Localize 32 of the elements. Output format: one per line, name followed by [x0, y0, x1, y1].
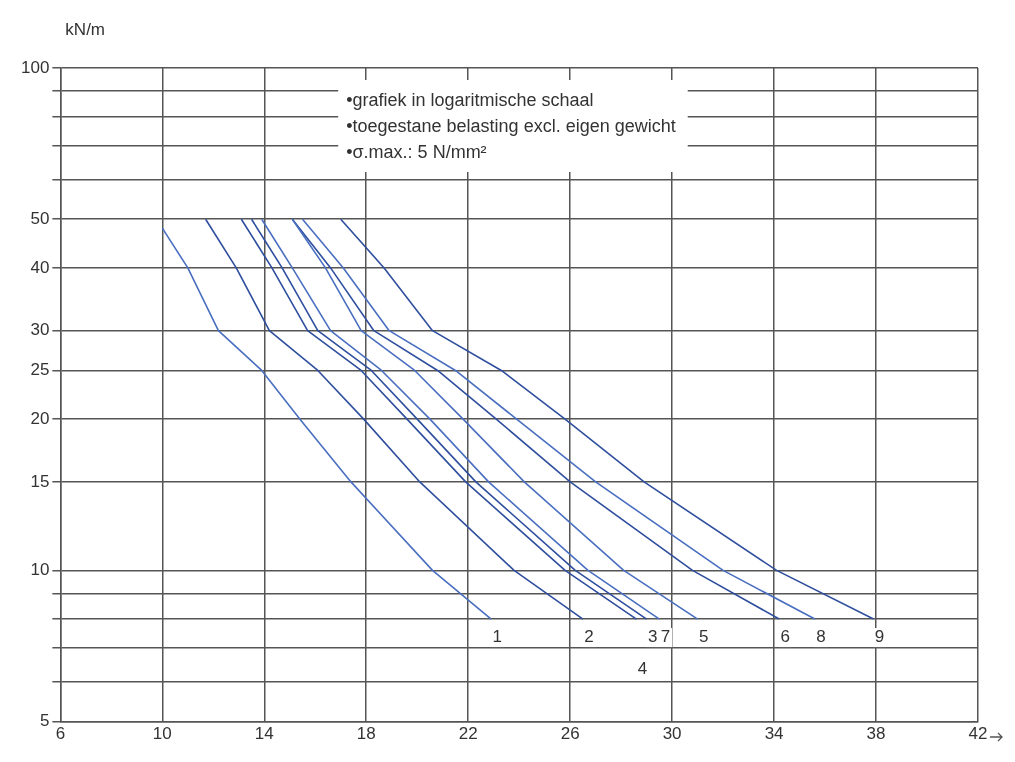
series-label: 7	[660, 627, 671, 647]
x-tick-label: 38	[866, 724, 886, 744]
x-tick-label: 14	[254, 724, 274, 744]
y-tick-label: 40	[30, 257, 50, 277]
y-tick-label: 100	[20, 57, 50, 77]
x-tick-label: 18	[356, 724, 376, 744]
series-label: 5	[698, 627, 709, 647]
series-label: 1	[492, 627, 502, 647]
y-tick-label: 15	[30, 471, 50, 491]
text: 4	[637, 659, 648, 679]
x-tick-label: 10	[152, 724, 172, 744]
x-tick-label: 34	[764, 724, 784, 744]
series-label: 3	[647, 627, 658, 647]
x-tick-label: 30	[662, 724, 682, 744]
y-tick-label: 20	[30, 408, 50, 428]
y-tick-label: 50	[30, 208, 50, 228]
x-tick-label: 22	[458, 724, 478, 744]
series-label: 6	[780, 627, 790, 647]
x-tick-label: 42	[968, 724, 988, 744]
y-tick-label: 10	[30, 560, 50, 580]
annotation: •grafiek in logaritmische schaal	[346, 89, 594, 110]
y-tick-label: 5	[39, 711, 50, 731]
y-axis-title: kN/m	[65, 19, 106, 39]
y-tick-label: 25	[30, 360, 50, 380]
annotation: •toegestane belasting excl. eigen gewicht	[346, 115, 676, 136]
annotation: •σ.max.: 5 N/mm²	[346, 141, 487, 162]
x-tick-label: 26	[560, 724, 580, 744]
series-label: 2	[584, 627, 594, 647]
series-label: 8	[816, 627, 826, 647]
series-label: 9	[874, 627, 885, 647]
y-tick-label: 30	[30, 320, 50, 340]
x-tick-label: 6	[55, 724, 66, 744]
